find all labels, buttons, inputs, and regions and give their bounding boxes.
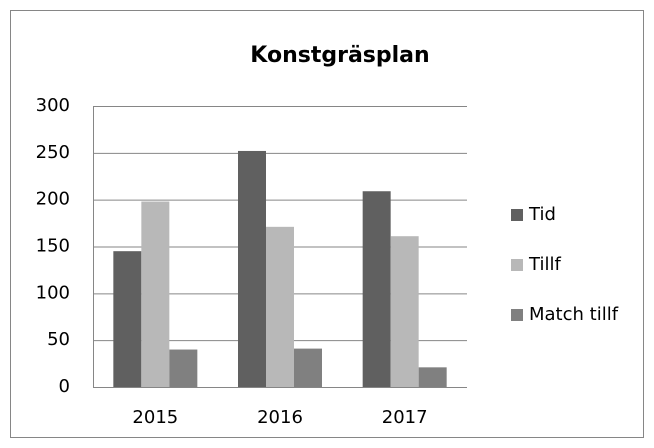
chart-title: Konstgräsplan (250, 43, 429, 68)
legend-swatch (511, 259, 523, 271)
y-tick-label: 50 (47, 329, 70, 350)
legend-label: Tillf (528, 254, 561, 275)
bar (362, 191, 391, 387)
legend-swatch (511, 209, 523, 221)
y-tick-label: 300 (36, 95, 70, 116)
x-tick-label: 2015 (132, 407, 178, 428)
bar (238, 150, 266, 387)
y-tick-label: 200 (36, 189, 70, 210)
bar (113, 251, 142, 387)
x-tick-label: 2016 (257, 407, 303, 428)
y-tick-label: 250 (36, 142, 70, 163)
legend-label: Tid (528, 204, 556, 225)
y-tick-label: 150 (36, 236, 70, 257)
bar (169, 349, 198, 387)
x-tick-label: 2017 (382, 407, 428, 428)
bar (266, 226, 294, 387)
bar (390, 236, 419, 387)
bar (141, 201, 170, 387)
legend-swatch (511, 309, 523, 321)
bar (418, 367, 447, 387)
y-tick-label: 100 (36, 282, 70, 303)
legend-label: Match tillf (529, 304, 619, 325)
bar (294, 348, 322, 387)
y-tick-label: 0 (59, 376, 70, 397)
